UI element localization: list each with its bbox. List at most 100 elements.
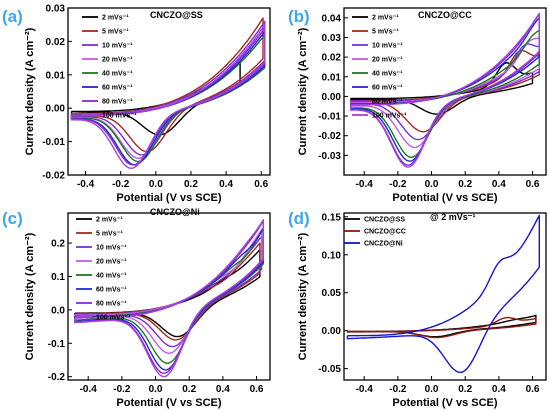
legend-label: 40 mVs⁻¹ — [372, 71, 403, 78]
x-tick-label: -0.4 — [77, 179, 95, 190]
legend-label: 2 mVs⁻¹ — [102, 15, 129, 22]
y-axis-label: Current density (A cm⁻²) — [297, 232, 309, 360]
x-tick-label: -0.4 — [356, 384, 374, 395]
legend-label: 40 mVs⁻¹ — [102, 71, 133, 78]
y-tick-label: -0.03 — [318, 151, 341, 162]
x-tick-label: -0.2 — [113, 384, 131, 395]
x-axis-label: Potential (V vs SCE) — [392, 192, 497, 204]
x-tick-label: -0.4 — [80, 384, 98, 395]
x-tick-label: 0.2 — [458, 384, 472, 395]
cv-curve-1 — [346, 314, 537, 338]
y-tick-label: -0.01 — [318, 112, 341, 123]
x-tick-label: -0.2 — [389, 384, 407, 395]
y-tick-label: -0.01 — [42, 137, 65, 148]
y-tick-label: -0.1 — [48, 339, 66, 350]
panel-label: (d) — [288, 209, 310, 228]
legend-label: 10 mVs⁻¹ — [96, 245, 127, 252]
panel-title: @ 2 mVs⁻¹ — [430, 212, 476, 222]
x-tick-label: 0.6 — [526, 179, 540, 190]
legend-label: 100 mVs⁻¹ — [102, 113, 137, 120]
y-tick-label: 0.00 — [322, 92, 342, 103]
legend-label: 2 mVs⁻¹ — [96, 217, 123, 224]
panel-label: (c) — [2, 209, 23, 228]
legend-label: 5 mVs⁻¹ — [102, 29, 129, 36]
legend-label: 20 mVs⁻¹ — [96, 259, 127, 266]
y-axis-label: Current density (A cm⁻²) — [297, 27, 309, 155]
legend-label: 100 mVs⁻¹ — [372, 113, 407, 120]
x-tick-label: 0.2 — [458, 179, 472, 190]
panel-a: -0.4 -0.2 0.0 0.2 0.4 0.6 -0.02 -0.01 0.00 0.01 0.… — [2, 4, 271, 204]
y-axis-label: Current density (A cm⁻²) — [24, 27, 36, 155]
cv-curve-3 — [346, 214, 540, 374]
x-tick-label: 0.0 — [149, 179, 163, 190]
y-tick-label: 0.00 — [46, 104, 66, 115]
panel-b: -0.4 -0.2 0.0 0.2 0.4 0.6 -0.03 -0.02 -0.01 0.00 0… — [288, 7, 547, 204]
y-tick-label: -0.02 — [42, 171, 65, 182]
x-axis-label: Potential (V vs SCE) — [116, 192, 221, 204]
y-tick-label: 0.01 — [322, 72, 342, 83]
y-tick-label: 0.05 — [322, 288, 342, 299]
legend-label: 80 mVs⁻¹ — [96, 301, 127, 308]
y-tick-label: 0.0 — [51, 305, 65, 316]
legend-label: CNCZO@CC — [364, 229, 406, 236]
cv-curve-7 — [70, 27, 266, 166]
panel-label: (b) — [288, 7, 310, 26]
x-tick-label: 0.0 — [425, 384, 439, 395]
legend-label: 60 mVs⁻¹ — [96, 287, 127, 294]
x-tick-label: 0.2 — [184, 179, 198, 190]
y-tick-label: 0.1 — [51, 272, 65, 283]
x-tick-label: 0.4 — [492, 384, 506, 395]
legend-label: 100 mVs⁻¹ — [96, 315, 131, 322]
cv-curve-3 — [350, 43, 540, 141]
x-tick-label: -0.2 — [112, 179, 130, 190]
y-tick-label: 0.10 — [322, 250, 342, 261]
legend-label: 2 mVs⁻¹ — [372, 15, 399, 22]
y-tick-label: 0.01 — [46, 70, 66, 81]
x-tick-label: 0.4 — [216, 384, 230, 395]
legend-label: 80 mVs⁻¹ — [102, 99, 133, 106]
x-tick-label: -0.2 — [389, 179, 407, 190]
cv-curve-6 — [70, 30, 266, 166]
plot-frame — [67, 7, 271, 176]
legend-label: CNCZO@Ni — [364, 241, 403, 248]
legend-label: 40 mVs⁻¹ — [96, 273, 127, 280]
legend-label: 20 mVs⁻¹ — [102, 57, 133, 64]
plot-frame — [343, 7, 547, 176]
cv-curve-5 — [70, 34, 266, 163]
panel-c: -0.4 -0.2 0.0 0.2 0.4 0.6 -0.2 -0.1 0.0 0.1 0.2 Pot… — [2, 207, 271, 409]
cv-curve-4 — [70, 27, 266, 159]
x-tick-label: 0.0 — [149, 384, 163, 395]
cv-curve-8 — [74, 219, 264, 378]
legend-label: 10 mVs⁻¹ — [102, 43, 133, 50]
x-tick-label: 0.6 — [250, 384, 264, 395]
plot-frame — [67, 212, 271, 381]
y-tick-label: 0.04 — [322, 13, 342, 24]
y-tick-label: -0.02 — [318, 131, 341, 142]
x-tick-label: -0.4 — [356, 179, 374, 190]
legend-label: 80 mVs⁻¹ — [372, 99, 403, 106]
x-axis-label: Potential (V vs SCE) — [392, 397, 497, 409]
x-axis-label: Potential (V vs SCE) — [116, 397, 221, 409]
panel-title: CNCZO@Ni — [150, 207, 200, 217]
x-tick-label: 0.4 — [492, 179, 506, 190]
legend-label: 5 mVs⁻¹ — [372, 29, 399, 36]
x-tick-label: 0.6 — [254, 179, 268, 190]
panel-d: -0.4 -0.2 0.0 0.2 0.4 0.6 -0.05 0.00 0.05 0.10 0.1… — [288, 209, 547, 409]
y-tick-label: 0.03 — [46, 4, 66, 15]
cv-curve-8 — [70, 24, 266, 169]
panel-title: CNCZO@CC — [418, 10, 472, 20]
panel-title: CNCZO@SS — [150, 10, 203, 20]
y-tick-label: 0.02 — [322, 53, 342, 64]
y-tick-label: 0.2 — [51, 239, 65, 250]
y-tick-label: -0.2 — [48, 372, 66, 383]
legend-label: CNCZO@SS — [364, 217, 405, 224]
y-axis-label: Current density (A cm⁻²) — [24, 232, 36, 360]
cv-curve-8 — [350, 13, 540, 168]
x-tick-label: 0.6 — [526, 384, 540, 395]
y-tick-label: 0.00 — [322, 326, 342, 337]
y-tick-label: -0.05 — [318, 364, 341, 375]
y-tick-label: 0.15 — [322, 212, 342, 223]
legend-label: 5 mVs⁻¹ — [96, 231, 123, 238]
x-tick-label: 0.4 — [219, 179, 233, 190]
